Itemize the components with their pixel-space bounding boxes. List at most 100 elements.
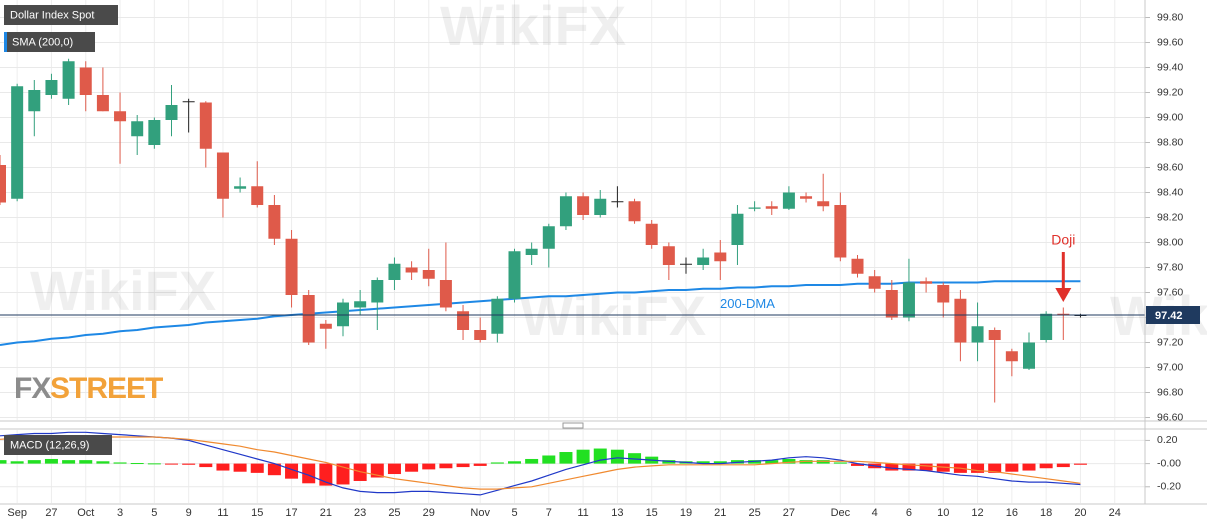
x-tick-label: 18 (1040, 507, 1052, 519)
macd-histogram-bar (919, 463, 933, 471)
macd-histogram-bar (216, 463, 230, 471)
y-tick-label: 96.60 (1157, 411, 1183, 423)
candle-body (800, 196, 813, 199)
x-tick-label: 25 (748, 507, 760, 519)
candle-body (834, 205, 847, 258)
candle-body (1005, 351, 1018, 362)
y-tick-label: 99.20 (1157, 86, 1183, 98)
macd-histogram-bar (1039, 463, 1053, 469)
y-tick-label: 98.80 (1157, 136, 1183, 148)
y-tick-label: 97.80 (1157, 261, 1183, 273)
x-tick-label: Dec (831, 507, 851, 519)
macd-histogram-bar (405, 463, 419, 472)
resize-handle[interactable] (562, 422, 584, 429)
candle-body (439, 280, 452, 308)
indicator-box[interactable] (4, 32, 95, 52)
x-tick-label: 15 (646, 507, 658, 519)
candle-body (148, 120, 161, 145)
macd-histogram-bar (199, 463, 213, 468)
macd-histogram-bar (628, 453, 642, 464)
candle-body (234, 186, 247, 189)
candle-body (954, 298, 967, 343)
doji-arrowhead (1055, 288, 1072, 302)
y-tick-label: 98.60 (1157, 161, 1183, 173)
macd-histogram-bar (1005, 463, 1019, 472)
x-tick-label: 23 (354, 507, 366, 519)
x-tick-label: 7 (546, 507, 552, 519)
candle-body (868, 276, 881, 289)
y-tick-label: 99.60 (1157, 36, 1183, 48)
macd-histogram-bar (113, 462, 127, 464)
macd-histogram-bar (576, 449, 590, 464)
candle-body (405, 267, 418, 273)
candle-body (594, 198, 607, 215)
candle-body (542, 226, 555, 249)
candle-body (714, 252, 727, 262)
macd-histogram-bar (885, 463, 899, 471)
candle-body (645, 223, 658, 245)
x-tick-label: 20 (1074, 507, 1086, 519)
macd-histogram-bar (319, 463, 333, 486)
macd-histogram-bar (182, 463, 196, 465)
candle-body (525, 248, 538, 255)
x-tick-label: 5 (511, 507, 517, 519)
marks: Sep 27 Oct 3 5 9 11 15 17 21 23 25 29 Nov 5 7 11 13 15 19 21… (0, 11, 1200, 519)
candle-body (79, 67, 92, 95)
x-tick-label: 4 (872, 507, 878, 519)
macd-histogram-bar (439, 463, 453, 469)
candle-body (937, 285, 950, 303)
macd-histogram-bar (971, 463, 985, 473)
macd-histogram-bar (27, 460, 41, 464)
macd-histogram-bar (0, 460, 7, 464)
candle-body (131, 121, 144, 137)
x-tick-label: 11 (577, 507, 588, 519)
x-tick-label: 12 (971, 507, 983, 519)
candle-body (96, 95, 109, 112)
y-tick-label: 96.80 (1157, 386, 1183, 398)
candle-body (0, 165, 6, 203)
macd-histogram-bar (302, 463, 316, 484)
macd-histogram-bar (387, 463, 401, 475)
macd-histogram-bar (1056, 463, 1070, 468)
price-label: 97.42 (1155, 310, 1183, 322)
x-tick-label: 29 (423, 507, 435, 519)
candle-body (285, 238, 298, 295)
x-tick-label: Nov (470, 507, 490, 519)
macd-histogram-bar (1022, 463, 1036, 471)
macd-histogram-bar (285, 463, 299, 479)
candle-body (902, 282, 915, 318)
candle-body (491, 298, 504, 334)
candle-body (62, 61, 75, 99)
macd-histogram-bar (130, 463, 144, 465)
price-badge (1146, 306, 1200, 324)
y-tick-label: -0.20 (1157, 481, 1181, 493)
y-tick-label: 98.00 (1157, 236, 1183, 248)
macd-histogram-bar (713, 461, 727, 464)
labels: Dollar Index Spot SMA (200,0) MACD (12,2… (4, 5, 164, 455)
candle-body (354, 301, 367, 308)
sma-annotation: 200-DMA (720, 296, 775, 311)
sma-line (0, 280, 1081, 346)
candle-body (319, 323, 332, 329)
x-tick-label: 16 (1006, 507, 1018, 519)
macd-histogram-bar (542, 455, 556, 464)
macd-histogram-bar (10, 461, 24, 464)
x-tick-label: 11 (217, 507, 228, 519)
y-tick-label: 0.20 (1157, 434, 1178, 446)
macd-histogram-bar (44, 458, 58, 464)
candle-body (457, 311, 470, 330)
candle-body (251, 186, 264, 205)
logo-street: STREET (50, 372, 163, 405)
candle-body (765, 206, 778, 209)
candle-body (182, 101, 195, 103)
candle-body (851, 258, 864, 274)
macd-histogram-bar (267, 463, 281, 476)
macd-title-box[interactable] (4, 435, 112, 455)
x-tick-label: 15 (251, 507, 263, 519)
macd-histogram-bar (508, 461, 521, 464)
macd-histogram-bar (765, 460, 779, 464)
y-tick-label: 98.20 (1157, 211, 1183, 223)
candle-body (988, 330, 1001, 340)
watermark: WikiFX (440, 0, 626, 57)
